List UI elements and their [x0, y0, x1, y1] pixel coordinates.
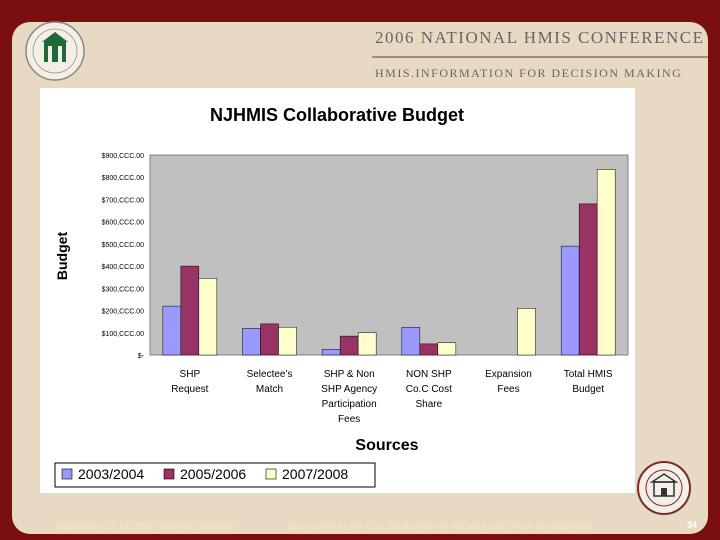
legend-label: 2005/2006 [180, 466, 246, 482]
bar [437, 342, 457, 356]
x-tick-label: Budget [572, 384, 604, 395]
y-axis-label: Budget [54, 232, 70, 281]
footer-sponsor: Sponsored by the U.S. Department of Hous… [288, 521, 593, 531]
legend-box [54, 462, 376, 488]
chart-title: NJHMIS Collaborative Budget [210, 105, 464, 125]
bar [198, 278, 218, 356]
hud-eagle-logo [25, 21, 85, 81]
x-tick-label: SHP [180, 369, 201, 380]
legend-label: 2007/2008 [282, 466, 348, 482]
plot-area [149, 154, 629, 356]
hud-seal-logo [637, 461, 691, 515]
y-tick-labels: $- $100,CCC.00 $200,CCC.00 $300,CCC.00 $400,… [102, 153, 145, 360]
y-tick-label: $- [138, 353, 145, 360]
bar [180, 265, 200, 356]
y-tick-label: $800,CCC.00 [102, 175, 145, 182]
x-axis-label: Sources [355, 437, 418, 454]
bar [242, 328, 261, 356]
x-tick-label: Co.C Cost [406, 384, 452, 395]
footer-event: September 18-19, 2006 - Denver, Colorado [56, 521, 236, 531]
y-tick-label: $300,CCC.00 [102, 286, 145, 293]
bar [321, 349, 341, 356]
legend-label: 2003/2004 [78, 466, 144, 482]
legend-swatch [265, 468, 277, 480]
x-tick-label: Match [256, 384, 283, 395]
budget-chart: NJHMIS Collaborative Budget Budget $- $10… [54, 105, 629, 488]
bar [517, 308, 536, 356]
x-tick-labels: SHP Request Selectee's Match SHP & Non SHP Ag… [171, 369, 613, 425]
bar [560, 245, 580, 356]
x-tick-label: Participation [322, 399, 377, 410]
bar [162, 305, 182, 356]
bar [578, 203, 598, 356]
conference-title: 2006 NATIONAL HMIS CONFERENCE [375, 28, 705, 47]
bar [357, 332, 377, 356]
legend-swatch [61, 468, 73, 480]
x-tick-label: NON SHP [406, 369, 452, 380]
bar [419, 343, 439, 356]
y-tick-label: $500,CCC.00 [102, 242, 145, 249]
y-tick-label: $400,CCC.00 [102, 264, 145, 271]
x-tick-label: Fees [497, 384, 519, 395]
x-tick-label: Expansion [485, 369, 532, 380]
chart-panel: NJHMIS Collaborative Budget Budget $- $10… [40, 88, 635, 493]
x-tick-label: Selectee's [247, 369, 293, 380]
legend: 2003/2004 2005/2006 2007/2008 [54, 462, 376, 488]
x-tick-label: Fees [338, 414, 360, 425]
x-tick-label: Total HMIS [564, 369, 613, 380]
y-tick-label: $100,CCC.00 [102, 331, 145, 338]
conference-subtitle: HMIS.INFORMATION FOR DECISION MAKING [375, 66, 683, 80]
legend-swatch [163, 468, 175, 480]
y-tick-label: $600,CCC.00 [102, 220, 145, 227]
header-divider [372, 56, 708, 58]
x-tick-label: Request [171, 384, 208, 395]
bar [596, 169, 616, 356]
bar [278, 326, 297, 356]
x-tick-label: SHP Agency [321, 384, 377, 395]
bar [339, 335, 359, 356]
y-tick-label: $200,CCC.00 [102, 309, 145, 316]
bar [401, 326, 421, 356]
x-tick-label: Share [415, 399, 442, 410]
x-tick-label: SHP & Non [324, 369, 375, 380]
bars [162, 169, 616, 356]
y-tick-label: $900,CCC.00 [102, 153, 145, 160]
page-number: 34 [687, 520, 698, 530]
bar [260, 323, 279, 356]
y-tick-label: $700,CCC.00 [102, 197, 145, 204]
